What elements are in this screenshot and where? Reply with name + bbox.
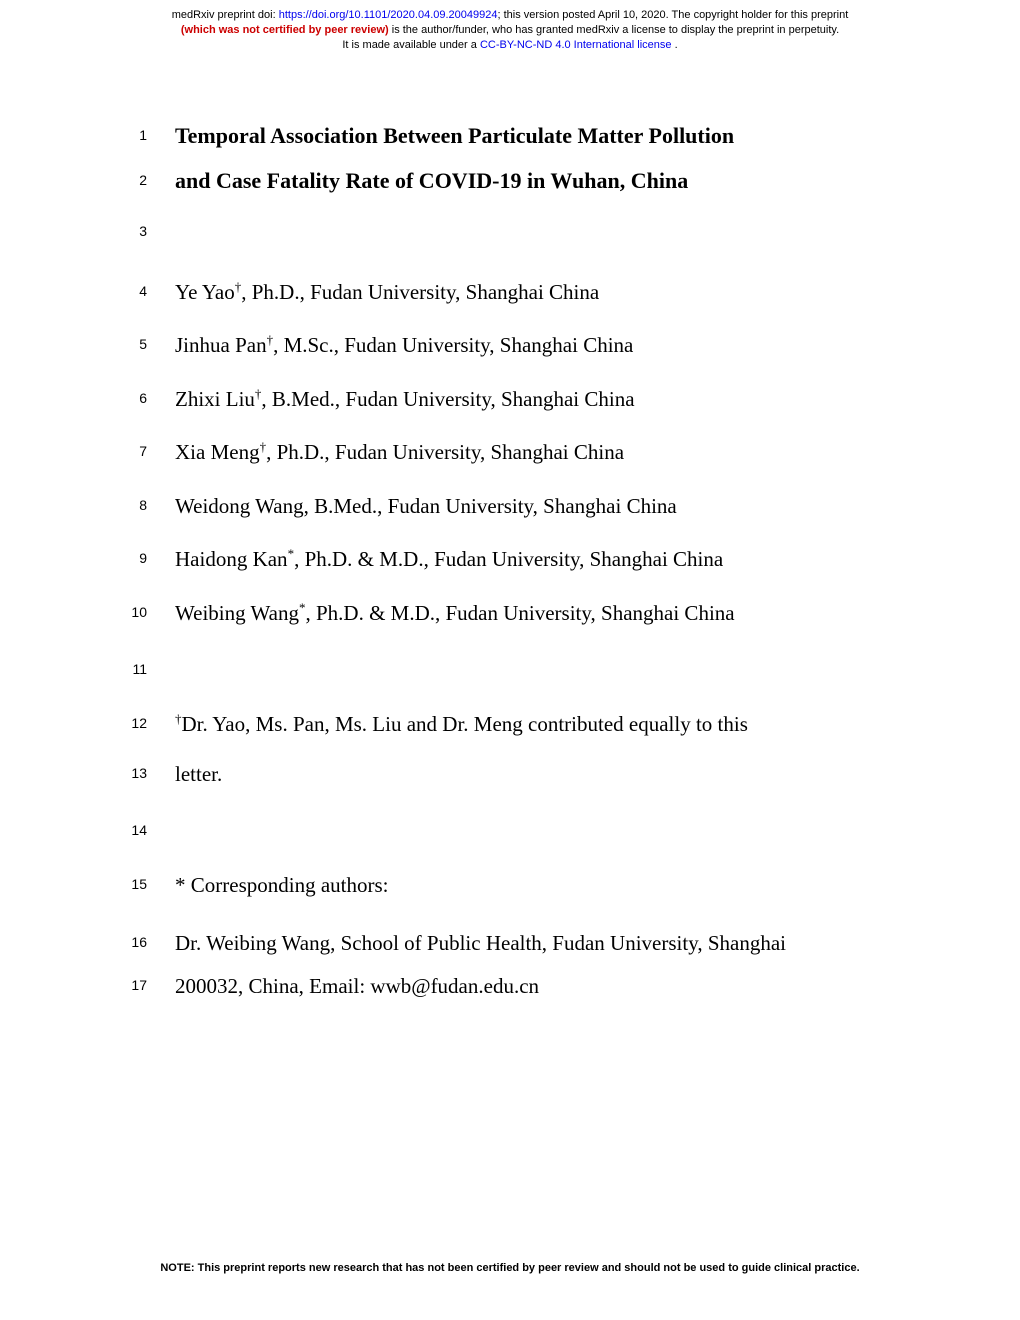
- document-body: 1 Temporal Association Between Particula…: [0, 57, 1020, 1003]
- blank: [175, 655, 850, 687]
- author-text: Haidong Kan*, Ph.D. & M.D., Fudan Univer…: [175, 544, 850, 576]
- corresponding-text: Dr. Weibing Wang, School of Public Healt…: [175, 928, 850, 960]
- corresponding-line: 15 * Corresponding authors:: [120, 870, 850, 902]
- corresponding-line: 17 200032, China, Email: wwb@fudan.edu.c…: [120, 971, 850, 1003]
- corresponding-heading: * Corresponding authors:: [175, 870, 850, 902]
- line-number: 16: [120, 928, 175, 950]
- author-name: Xia Meng: [175, 440, 260, 464]
- blank: [175, 217, 850, 249]
- header-suffix: ; this version posted April 10, 2020. Th…: [497, 9, 848, 21]
- line-number: 9: [120, 544, 175, 566]
- contribution-text: letter.: [175, 759, 850, 791]
- line-number: 15: [120, 870, 175, 892]
- header-line-2: (which was not certified by peer review)…: [80, 23, 940, 38]
- author-affil: , Ph.D., Fudan University, Shanghai Chin…: [266, 440, 624, 464]
- title-text-2: and Case Fatality Rate of COVID-19 in Wu…: [175, 164, 850, 197]
- author-line: 6 Zhixi Liu†, B.Med., Fudan University, …: [120, 384, 850, 416]
- author-line: 9 Haidong Kan*, Ph.D. & M.D., Fudan Univ…: [120, 544, 850, 576]
- author-name: Jinhua Pan: [175, 333, 267, 357]
- line-number: 6: [120, 384, 175, 406]
- author-affil: , Ph.D., Fudan University, Shanghai Chin…: [241, 280, 599, 304]
- line-number: 17: [120, 971, 175, 993]
- line-number: 5: [120, 330, 175, 352]
- author-name: Ye Yao: [175, 280, 235, 304]
- author-line: 8 Weidong Wang, B.Med., Fudan University…: [120, 491, 850, 523]
- blank-line: 11: [120, 655, 850, 687]
- author-text: Jinhua Pan†, M.Sc., Fudan University, Sh…: [175, 330, 850, 362]
- author-line: 10 Weibing Wang*, Ph.D. & M.D., Fudan Un…: [120, 598, 850, 630]
- corresponding-text: 200032, China, Email: wwb@fudan.edu.cn: [175, 971, 850, 1003]
- title-text-1: Temporal Association Between Particulate…: [175, 119, 850, 152]
- line-number: 10: [120, 598, 175, 620]
- author-affil: , Ph.D. & M.D., Fudan University, Shangh…: [294, 547, 723, 571]
- blank-line: 3: [120, 217, 850, 249]
- line-number: 1: [120, 119, 175, 143]
- line-number: 8: [120, 491, 175, 513]
- preprint-header-notice: medRxiv preprint doi: https://doi.org/10…: [0, 0, 1020, 57]
- contrib-body: Dr. Yao, Ms. Pan, Ms. Liu and Dr. Meng c…: [182, 712, 748, 736]
- author-affil: , Ph.D. & M.D., Fudan University, Shangh…: [305, 601, 734, 625]
- author-name: Haidong Kan: [175, 547, 288, 571]
- license-suffix: .: [672, 39, 678, 51]
- contribution-line: 12 †Dr. Yao, Ms. Pan, Ms. Liu and Dr. Me…: [120, 709, 850, 741]
- header-line-1: medRxiv preprint doi: https://doi.org/10…: [80, 8, 940, 23]
- line-number: 14: [120, 816, 175, 838]
- license-link[interactable]: CC-BY-NC-ND 4.0 International license: [480, 39, 672, 51]
- author-text: Weibing Wang*, Ph.D. & M.D., Fudan Unive…: [175, 598, 850, 630]
- header-line-3: It is made available under a CC-BY-NC-ND…: [80, 38, 940, 53]
- author-text: Xia Meng†, Ph.D., Fudan University, Shan…: [175, 437, 850, 469]
- corresponding-line: 16 Dr. Weibing Wang, School of Public He…: [120, 928, 850, 960]
- line-number: 12: [120, 709, 175, 731]
- peer-review-warning: (which was not certified by peer review): [181, 24, 389, 36]
- blank-line: 14: [120, 816, 850, 848]
- header-line2-rest: is the author/funder, who has granted me…: [389, 24, 839, 36]
- author-text: Zhixi Liu†, B.Med., Fudan University, Sh…: [175, 384, 850, 416]
- license-prefix: It is made available under a: [342, 39, 480, 51]
- line-number: 3: [120, 217, 175, 239]
- title-line-2: 2 and Case Fatality Rate of COVID-19 in …: [120, 164, 850, 197]
- line-number: 2: [120, 164, 175, 188]
- footer-note: NOTE: This preprint reports new research…: [0, 1262, 1020, 1274]
- contribution-line: 13 letter.: [120, 759, 850, 791]
- line-number: 13: [120, 759, 175, 781]
- line-number: 4: [120, 277, 175, 299]
- author-line: 7 Xia Meng†, Ph.D., Fudan University, Sh…: [120, 437, 850, 469]
- line-number: 7: [120, 437, 175, 459]
- title-line-1: 1 Temporal Association Between Particula…: [120, 119, 850, 152]
- author-name: Weibing Wang: [175, 601, 299, 625]
- blank: [175, 816, 850, 848]
- author-text: Weidong Wang, B.Med., Fudan University, …: [175, 491, 850, 523]
- header-prefix: medRxiv preprint doi:: [172, 9, 279, 21]
- contribution-text: †Dr. Yao, Ms. Pan, Ms. Liu and Dr. Meng …: [175, 709, 850, 741]
- author-line: 4 Ye Yao†, Ph.D., Fudan University, Shan…: [120, 277, 850, 309]
- author-affil: , B.Med., Fudan University, Shanghai Chi…: [261, 387, 634, 411]
- author-affil: , M.Sc., Fudan University, Shanghai Chin…: [273, 333, 633, 357]
- author-line: 5 Jinhua Pan†, M.Sc., Fudan University, …: [120, 330, 850, 362]
- author-text: Ye Yao†, Ph.D., Fudan University, Shangh…: [175, 277, 850, 309]
- line-number: 11: [120, 655, 175, 677]
- author-name: Zhixi Liu: [175, 387, 255, 411]
- doi-link[interactable]: https://doi.org/10.1101/2020.04.09.20049…: [279, 9, 498, 21]
